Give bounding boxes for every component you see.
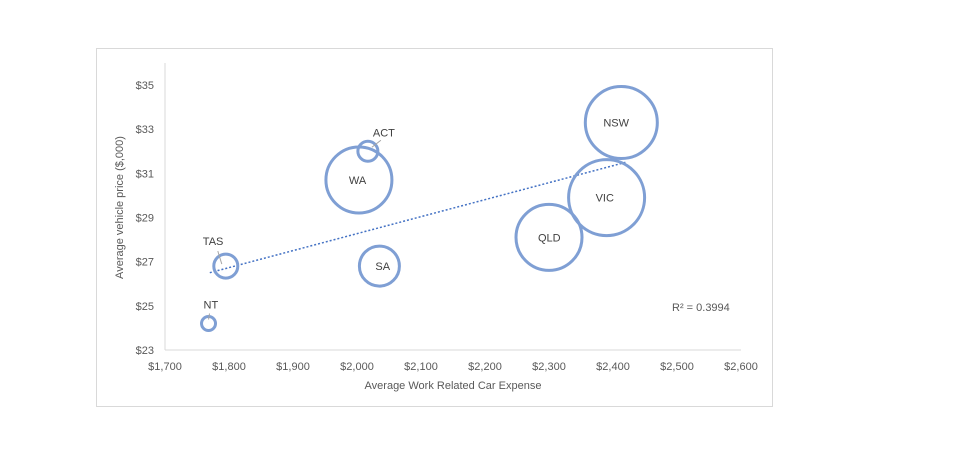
trendline [209, 161, 626, 274]
x-tick-label: $2,200 [468, 361, 502, 373]
bubble-nsw [583, 85, 659, 161]
bubble-tas [212, 252, 240, 280]
y-tick-label: $25 [136, 301, 154, 313]
bubble-label-act: ACT [373, 127, 395, 139]
y-tick-label: $23 [136, 345, 154, 357]
bubble-sa [357, 244, 401, 288]
leader-line-tas [217, 250, 223, 265]
x-tick-label: $2,000 [340, 361, 374, 373]
x-tick-label: $1,900 [276, 361, 310, 373]
y-tick-label: $35 [136, 80, 154, 92]
x-tick-label: $2,100 [404, 361, 438, 373]
x-tick-label: $2,300 [532, 361, 566, 373]
y-tick-label: $33 [136, 124, 154, 136]
bubble-act [356, 139, 380, 163]
x-tick-label: $1,800 [212, 361, 246, 373]
leader-line-nt [208, 313, 211, 320]
y-tick-label: $31 [136, 168, 154, 180]
leader-line-act [371, 139, 382, 148]
y-axis-title: Average vehicle price ($,000) [114, 136, 126, 279]
bubble-label-sa: SA [375, 261, 390, 273]
bubble-vic [567, 158, 647, 238]
bubble-label-wa: WA [349, 175, 367, 187]
x-axis-title: Average Work Related Car Expense [365, 380, 542, 392]
bubble-label-vic: VIC [596, 193, 614, 205]
x-tick-label: $2,400 [596, 361, 630, 373]
r-squared-label: R² = 0.3994 [672, 302, 730, 314]
bubble-label-tas: TAS [203, 236, 224, 248]
bubble-label-nt: NT [204, 300, 219, 312]
x-tick-label: $1,700 [148, 361, 182, 373]
x-tick-label: $2,600 [724, 361, 758, 373]
y-tick-label: $29 [136, 213, 154, 225]
bubble-qld [514, 202, 584, 272]
x-tick-label: $2,500 [660, 361, 694, 373]
y-tick-label: $27 [136, 257, 154, 269]
chart-frame [96, 48, 773, 407]
bubble-label-qld: QLD [538, 232, 561, 244]
bubble-label-nsw: NSW [603, 118, 629, 130]
